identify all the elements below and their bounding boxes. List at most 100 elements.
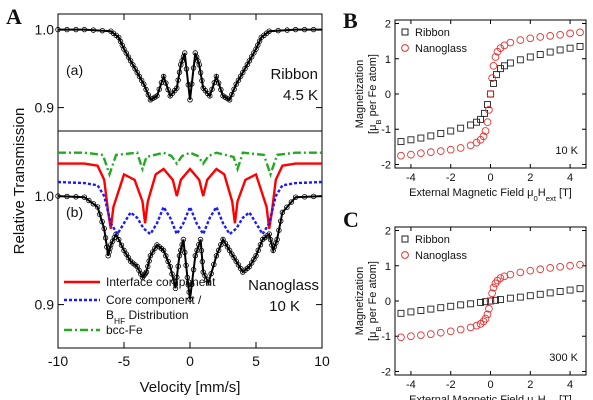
data-point	[190, 65, 197, 71]
data-point	[233, 81, 239, 87]
data-point-nanoglass	[485, 304, 493, 313]
data-point-nanoglass	[485, 106, 493, 114]
data-point-nanoglass	[483, 118, 492, 127]
data-point-ribbon	[437, 130, 445, 137]
data-point-nanoglass	[496, 44, 505, 53]
data-point	[134, 69, 140, 76]
data-point	[235, 77, 242, 83]
x-tick-label: -2	[446, 379, 456, 391]
data-point-nanoglass	[486, 297, 495, 305]
data-point	[301, 194, 308, 200]
data-point	[141, 81, 147, 87]
data-point	[90, 201, 97, 207]
data-point-ribbon	[482, 298, 489, 306]
data-point	[229, 91, 235, 98]
legend-marker-ribbon	[401, 28, 409, 36]
data-point-ribbon	[481, 109, 488, 117]
data-point	[81, 194, 88, 200]
data-point-ribbon	[546, 289, 554, 297]
data-point	[187, 296, 193, 302]
data-point-nanoglass	[506, 38, 515, 47]
data-point	[292, 26, 299, 33]
legend-label-core-line2: BHF Distribution	[106, 308, 189, 326]
data-point	[310, 26, 317, 33]
data-point-ribbon	[536, 290, 544, 298]
x-label-rest: [T]	[556, 187, 572, 199]
data-point-ribbon	[427, 305, 435, 313]
data-point	[213, 253, 220, 259]
x-label-sub2: ext	[546, 194, 557, 203]
data-point-nanoglass	[506, 270, 515, 279]
data-point	[118, 242, 125, 248]
data-point-nanoglass	[446, 145, 455, 154]
data-point	[64, 193, 70, 200]
data-point	[196, 61, 202, 68]
data-point	[207, 93, 213, 99]
series-line-core-component-b-hf-distribution	[57, 180, 323, 237]
x-axis-label-c: External Magnetic Field μ0Hext [T]	[409, 394, 572, 400]
data-point	[145, 92, 151, 98]
x-tick-label: -4	[406, 172, 416, 184]
data-point	[186, 289, 192, 295]
panel-letter-c: C	[343, 207, 359, 232]
y-axis-label-a: Relative Transmission	[11, 108, 28, 255]
data-point-nanoglass	[486, 90, 495, 98]
x-tick-label: 4	[567, 379, 573, 391]
data-point	[163, 253, 169, 259]
y-tick-label-a: 1.0	[35, 188, 55, 204]
data-point	[215, 247, 222, 253]
data-point-nanoglass	[536, 265, 545, 274]
data-point-nanoglass	[397, 151, 405, 160]
legend-bhf-sub: HF	[114, 316, 125, 326]
data-point	[171, 278, 177, 285]
data-point	[267, 236, 274, 243]
data-point	[143, 269, 150, 275]
data-point-ribbon	[566, 44, 574, 52]
data-point-nanoglass	[472, 321, 481, 330]
data-point	[195, 58, 201, 64]
data-point-nanoglass	[546, 32, 555, 40]
data-point	[310, 193, 317, 200]
data-point	[55, 193, 61, 199]
data-point-ribbon	[397, 138, 405, 146]
data-point	[136, 73, 143, 80]
y-tick-label-a: 1.0	[35, 22, 55, 38]
series-line-ribbon	[58, 28, 322, 102]
legend-label-ribbon: Ribbon	[415, 234, 450, 246]
legend-label-bcc: bcc-Fe	[106, 323, 143, 337]
data-point	[127, 58, 134, 64]
data-point-ribbon	[427, 132, 435, 140]
data-point	[55, 26, 61, 33]
data-point-ribbon	[457, 301, 465, 309]
data-point-ribbon	[477, 298, 485, 306]
temperature-label: 10 K	[555, 145, 578, 157]
data-point	[73, 26, 79, 33]
data-point	[160, 247, 167, 254]
data-point-ribbon	[556, 46, 564, 54]
data-point	[130, 62, 136, 68]
legend-label-interface: Interface component	[106, 275, 216, 289]
data-point	[180, 236, 187, 243]
data-point	[160, 73, 167, 80]
x-tick-label-a: 5	[252, 353, 260, 369]
data-point	[185, 282, 191, 288]
data-point-nanoglass	[516, 268, 525, 277]
data-point-nanoglass	[489, 61, 498, 70]
data-point	[94, 204, 101, 210]
y-tick-label: -2	[381, 366, 391, 378]
y-tick-label-a: 0.9	[35, 297, 55, 313]
data-point-ribbon	[566, 286, 574, 294]
legend-label-core: Core component /	[106, 293, 202, 307]
data-point	[107, 245, 113, 252]
data-point-ribbon	[576, 42, 584, 50]
data-point-nanoglass	[417, 149, 425, 158]
x-tick-label-a: -10	[48, 353, 68, 369]
y-tick-label-a: 0.9	[35, 100, 55, 116]
data-point-nanoglass	[576, 260, 584, 269]
data-point-nanoglass	[481, 314, 490, 323]
data-point	[284, 204, 290, 210]
data-point	[276, 227, 282, 233]
data-point	[165, 258, 171, 265]
data-point-nanoglass	[407, 332, 415, 341]
